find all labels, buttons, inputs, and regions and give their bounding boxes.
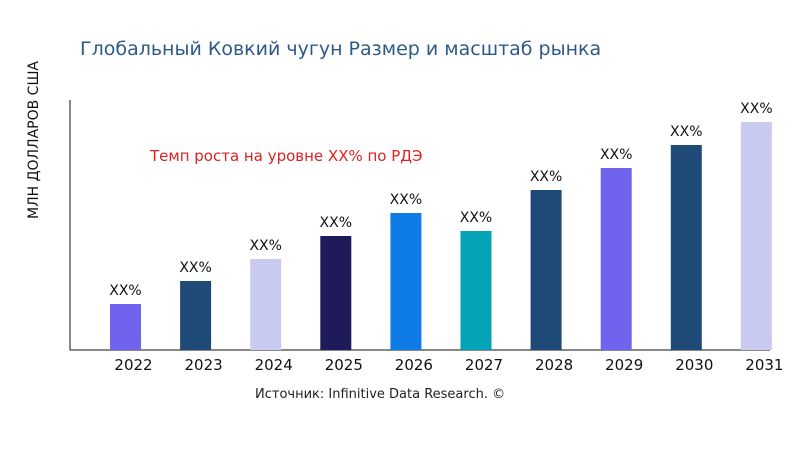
- bar-2026: [390, 213, 422, 350]
- bar-2022: [110, 304, 141, 350]
- bar-2030: [670, 145, 702, 350]
- bar-2029: [600, 168, 632, 350]
- data-label-2025: XX%: [320, 215, 352, 231]
- x-tick-label-2025: 2025: [325, 356, 363, 374]
- data-label-2023: XX%: [179, 260, 211, 276]
- x-tick-label-2024: 2024: [255, 356, 293, 374]
- source-note: Источник: Infinitive Data Research. ©: [255, 387, 506, 402]
- bar-2028: [530, 190, 562, 350]
- x-tick-label-2028: 2028: [535, 356, 573, 374]
- data-label-2031: XX%: [740, 101, 772, 117]
- x-tick-label-2030: 2030: [675, 356, 713, 374]
- x-tick-label-2031: 2031: [745, 356, 783, 374]
- bar-2024: [250, 259, 282, 350]
- data-label-2022: XX%: [109, 283, 141, 299]
- x-tick-label-2027: 2027: [465, 356, 503, 374]
- growth-annotation: Темп роста на уровне XX% по РДЭ: [149, 147, 422, 165]
- data-label-2029: XX%: [600, 147, 632, 163]
- x-tick-label-2029: 2029: [605, 356, 643, 374]
- bar-2031: [740, 122, 772, 350]
- data-label-2026: XX%: [390, 192, 422, 208]
- bar-2023: [180, 281, 212, 350]
- x-tick-label-2026: 2026: [395, 356, 433, 374]
- chart-title: Глобальный Ковкий чугун Размер и масштаб…: [80, 38, 602, 60]
- bar-2025: [320, 236, 352, 350]
- x-tick-label-2023: 2023: [185, 356, 223, 374]
- x-tick-label-2022: 2022: [114, 356, 152, 374]
- data-label-2024: XX%: [249, 238, 281, 254]
- data-label-2028: XX%: [530, 169, 562, 185]
- data-label-2027: XX%: [460, 210, 492, 226]
- bar-2027: [460, 231, 492, 350]
- data-label-2030: XX%: [670, 124, 702, 140]
